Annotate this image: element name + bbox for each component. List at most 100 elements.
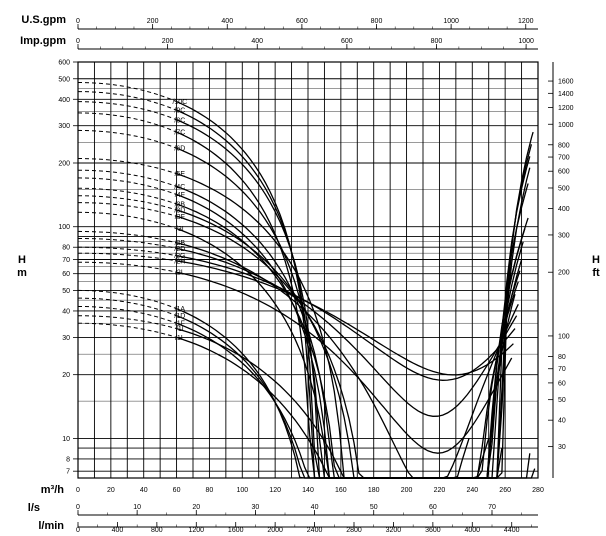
lmin-scale-tick-label: 4400: [504, 527, 520, 534]
curve-1L: [176, 336, 470, 479]
dashed-curve-1I: [78, 315, 177, 330]
lmin-scale-tick-label: 3200: [386, 527, 402, 534]
dashed-curve-1L: [77, 322, 177, 338]
curve-9C: [176, 109, 533, 479]
x-m3h-tick-label: 260: [499, 487, 511, 494]
y-right-tick-label: 100: [558, 333, 570, 340]
y-left-tick-label: 80: [62, 245, 70, 252]
imp-gpm-scale-tick-label: 600: [341, 38, 353, 45]
curve-1F: [176, 322, 503, 479]
lmin-scale-tick-label: 400: [112, 527, 124, 534]
ticks: 7810203040506070801002003004005006003040…: [58, 18, 573, 534]
y-right-tick-label: 1400: [558, 91, 574, 98]
x-m3h-tick-label: 60: [173, 487, 181, 494]
y-left-tick-label: 30: [62, 335, 70, 342]
curve-2L: [176, 271, 513, 454]
y-left-tick-label: 10: [62, 436, 70, 443]
ls-scale-tick-label: 40: [311, 504, 319, 511]
y-right-tick-label: 60: [558, 380, 566, 387]
y-right-tick-label: 80: [558, 354, 566, 361]
y-right-tick-label: 200: [558, 270, 570, 277]
dashed-curve-1A: [77, 289, 177, 310]
imp-gpm-scale-tick-label: 0: [76, 38, 80, 45]
curve-label-3D: /3D: [174, 207, 185, 214]
y-left-tick-label: 50: [62, 288, 70, 295]
lmin-scale-tick-label: 4000: [464, 527, 480, 534]
y-left-tick-label: 20: [62, 372, 70, 379]
curve-2D: [176, 247, 518, 417]
curve-7C: [176, 131, 531, 479]
us-gpm-scale-tick-label: 1200: [518, 18, 534, 25]
dashed-curve-2L: [78, 261, 177, 273]
imp-gpm-scale-tick-label: 1000: [518, 38, 534, 45]
curve-label-9C: /9C: [174, 108, 185, 115]
y-right-tick-label: 70: [558, 366, 566, 373]
curve-2H: [176, 260, 514, 376]
y-right-tick-label: 800: [558, 142, 570, 149]
curve-1D: [176, 315, 531, 479]
curve-3D: [176, 209, 521, 479]
y-left-tick-label: 7: [66, 469, 70, 476]
x-m3h-tick-label: 280: [532, 487, 544, 494]
curve-2G: [176, 255, 516, 381]
y-left-tick-label: 400: [58, 97, 70, 104]
x-m3h-tick-label: 160: [335, 487, 347, 494]
us-gpm-scale-tick-label: 0: [76, 18, 80, 25]
curve-label-1A: /1A: [175, 306, 186, 313]
curve-label-5E: /5E: [175, 171, 186, 178]
dashed-curve-4C: [78, 169, 177, 187]
curve-label-3F: /3F: [175, 214, 185, 221]
dashed-curve-2G: [77, 246, 177, 257]
curve-label-1L: /1L: [175, 335, 185, 342]
ls-scale-tick-label: 50: [370, 504, 378, 511]
y-left-tick-label: 300: [58, 123, 70, 130]
lmin-axis-label: l/min: [38, 520, 64, 532]
curve-label-1I: /1I: [176, 326, 184, 333]
imp-gpm-scale-tick-label: 400: [251, 38, 263, 45]
x-m3h-tick-label: 120: [269, 487, 281, 494]
us-gpm-scale-tick-label: 400: [221, 18, 233, 25]
curve-label-6D: /6D: [174, 146, 185, 153]
x-m3h-tick-label: 220: [434, 487, 446, 494]
curve-label-2L: /2L: [175, 270, 185, 277]
imp-gpm-scale-tick-label: 200: [162, 38, 174, 45]
curve-3I: [176, 227, 516, 479]
us-gpm-scale-tick-label: 200: [147, 18, 159, 25]
y-right-tick-label: 1600: [558, 79, 574, 86]
ls-axis-label: l/s: [28, 502, 40, 514]
x-m3h-tick-label: 0: [76, 487, 80, 494]
ls-scale-tick-label: 30: [252, 504, 260, 511]
lmin-scale-tick-label: 2000: [267, 527, 283, 534]
us-gpm-axis-label: U.S.gpm: [21, 14, 66, 26]
dashed-curve-2D: [78, 238, 177, 249]
curve-label-1D: /1D: [174, 313, 185, 320]
ls-scale-tick-label: 10: [133, 504, 141, 511]
y-right-tick-label: 1200: [558, 105, 574, 112]
dashed-curve-4F: [77, 177, 177, 195]
dashed-curve-6D: [77, 129, 177, 149]
curves: [176, 101, 536, 479]
curve-10C: [176, 101, 534, 479]
lmin-scale-tick-label: 0: [76, 527, 80, 534]
us-gpm-scale-tick-label: 600: [296, 18, 308, 25]
x-m3h-tick-label: 240: [466, 487, 478, 494]
y-right-tick-label: 700: [558, 155, 570, 162]
dashed-curve-3B: [77, 187, 177, 205]
y-left-tick-label: 500: [58, 76, 70, 83]
right-h-label: H: [592, 254, 600, 266]
y-left-tick-label: 100: [58, 224, 70, 231]
lmin-scale-tick-label: 2800: [346, 527, 362, 534]
x-m3h-tick-label: 180: [368, 487, 380, 494]
y-right-tick-label: 40: [558, 418, 566, 425]
left-h-label: H: [18, 254, 26, 266]
dashed-curves: [77, 82, 177, 338]
dashed-curve-5E: [77, 158, 177, 175]
right-ft-label: ft: [592, 267, 600, 279]
curve-4F: [176, 193, 524, 479]
curve-label-4C: /4C: [174, 184, 185, 191]
lmin-scale-tick-label: 1600: [228, 527, 244, 534]
us-gpm-scale-tick-label: 800: [371, 18, 383, 25]
x-m3h-tick-label: 80: [206, 487, 214, 494]
x-m3h-tick-label: 140: [302, 487, 314, 494]
curve-label-2B: /2B: [175, 240, 186, 247]
